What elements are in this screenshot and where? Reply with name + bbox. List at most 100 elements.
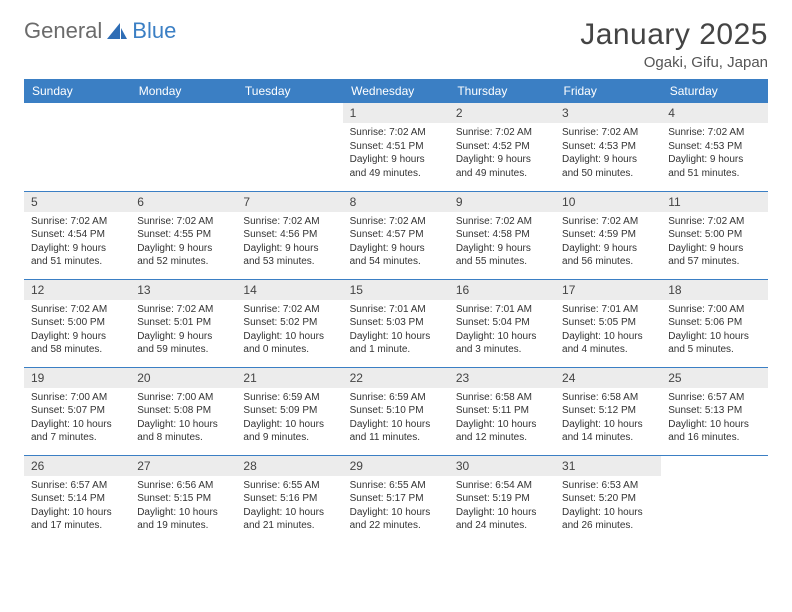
calendar-week-row: 5Sunrise: 7:02 AMSunset: 4:54 PMDaylight… <box>24 191 768 279</box>
day-daylight2: and 0 minutes. <box>243 343 335 357</box>
day-daylight1: Daylight: 9 hours <box>243 242 335 256</box>
day-number: 19 <box>24 368 130 388</box>
day-daylight2: and 7 minutes. <box>31 431 123 445</box>
day-content: Sunrise: 7:00 AMSunset: 5:07 PMDaylight:… <box>24 388 130 449</box>
day-daylight2: and 51 minutes. <box>31 255 123 269</box>
day-sunrise: Sunrise: 7:02 AM <box>137 215 229 229</box>
day-content: Sunrise: 7:02 AMSunset: 4:58 PMDaylight:… <box>449 212 555 273</box>
calendar-day-cell: 16Sunrise: 7:01 AMSunset: 5:04 PMDayligh… <box>449 279 555 367</box>
day-number: 13 <box>130 280 236 300</box>
day-daylight2: and 3 minutes. <box>456 343 548 357</box>
calendar-day-cell: 15Sunrise: 7:01 AMSunset: 5:03 PMDayligh… <box>343 279 449 367</box>
day-sunrise: Sunrise: 6:55 AM <box>350 479 442 493</box>
day-sunset: Sunset: 4:51 PM <box>350 140 442 154</box>
day-number: 11 <box>661 192 767 212</box>
day-daylight2: and 16 minutes. <box>668 431 760 445</box>
title-block: January 2025 Ogaki, Gifu, Japan <box>580 18 768 71</box>
day-sunset: Sunset: 4:58 PM <box>456 228 548 242</box>
day-daylight2: and 49 minutes. <box>350 167 442 181</box>
day-sunrise: Sunrise: 7:00 AM <box>668 303 760 317</box>
day-content: Sunrise: 7:02 AMSunset: 4:53 PMDaylight:… <box>661 123 767 184</box>
day-daylight2: and 26 minutes. <box>562 519 654 533</box>
calendar-week-row: 1Sunrise: 7:02 AMSunset: 4:51 PMDaylight… <box>24 103 768 191</box>
day-content: Sunrise: 7:02 AMSunset: 5:00 PMDaylight:… <box>661 212 767 273</box>
calendar-day-cell: 23Sunrise: 6:58 AMSunset: 5:11 PMDayligh… <box>449 367 555 455</box>
day-daylight1: Daylight: 10 hours <box>350 418 442 432</box>
day-daylight1: Daylight: 10 hours <box>243 330 335 344</box>
weekday-header: Tuesday <box>236 79 342 103</box>
day-number: 25 <box>661 368 767 388</box>
calendar-table: SundayMondayTuesdayWednesdayThursdayFrid… <box>24 79 768 543</box>
day-content: Sunrise: 7:01 AMSunset: 5:03 PMDaylight:… <box>343 300 449 361</box>
day-sunset: Sunset: 4:55 PM <box>137 228 229 242</box>
day-sunset: Sunset: 4:59 PM <box>562 228 654 242</box>
day-daylight1: Daylight: 9 hours <box>31 330 123 344</box>
day-content: Sunrise: 6:54 AMSunset: 5:19 PMDaylight:… <box>449 476 555 537</box>
day-number: 4 <box>661 103 767 123</box>
day-sunset: Sunset: 5:08 PM <box>137 404 229 418</box>
day-sunset: Sunset: 5:12 PM <box>562 404 654 418</box>
day-number: 21 <box>236 368 342 388</box>
day-daylight1: Daylight: 10 hours <box>350 506 442 520</box>
calendar-day-cell <box>130 103 236 191</box>
day-content: Sunrise: 6:59 AMSunset: 5:10 PMDaylight:… <box>343 388 449 449</box>
day-sunset: Sunset: 5:00 PM <box>31 316 123 330</box>
calendar-week-row: 12Sunrise: 7:02 AMSunset: 5:00 PMDayligh… <box>24 279 768 367</box>
day-content: Sunrise: 7:02 AMSunset: 4:53 PMDaylight:… <box>555 123 661 184</box>
day-sunrise: Sunrise: 7:02 AM <box>350 215 442 229</box>
day-content: Sunrise: 7:00 AMSunset: 5:08 PMDaylight:… <box>130 388 236 449</box>
day-number: 2 <box>449 103 555 123</box>
calendar-day-cell: 20Sunrise: 7:00 AMSunset: 5:08 PMDayligh… <box>130 367 236 455</box>
day-sunrise: Sunrise: 6:56 AM <box>137 479 229 493</box>
day-number: 26 <box>24 456 130 476</box>
day-sunset: Sunset: 5:01 PM <box>137 316 229 330</box>
location-label: Ogaki, Gifu, Japan <box>580 54 768 71</box>
day-number: 18 <box>661 280 767 300</box>
day-content: Sunrise: 6:57 AMSunset: 5:14 PMDaylight:… <box>24 476 130 537</box>
day-content: Sunrise: 6:58 AMSunset: 5:12 PMDaylight:… <box>555 388 661 449</box>
weekday-header: Monday <box>130 79 236 103</box>
calendar-day-cell: 19Sunrise: 7:00 AMSunset: 5:07 PMDayligh… <box>24 367 130 455</box>
day-daylight2: and 52 minutes. <box>137 255 229 269</box>
day-content: Sunrise: 7:02 AMSunset: 4:52 PMDaylight:… <box>449 123 555 184</box>
day-sunset: Sunset: 5:06 PM <box>668 316 760 330</box>
day-sunset: Sunset: 4:56 PM <box>243 228 335 242</box>
day-daylight2: and 9 minutes. <box>243 431 335 445</box>
day-sunset: Sunset: 5:17 PM <box>350 492 442 506</box>
day-sunset: Sunset: 5:00 PM <box>668 228 760 242</box>
day-content: Sunrise: 7:01 AMSunset: 5:05 PMDaylight:… <box>555 300 661 361</box>
header: General Blue January 2025 Ogaki, Gifu, J… <box>24 18 768 71</box>
day-daylight2: and 58 minutes. <box>31 343 123 357</box>
day-number: 23 <box>449 368 555 388</box>
day-daylight1: Daylight: 10 hours <box>456 418 548 432</box>
day-daylight2: and 55 minutes. <box>456 255 548 269</box>
day-sunset: Sunset: 5:02 PM <box>243 316 335 330</box>
calendar-day-cell: 26Sunrise: 6:57 AMSunset: 5:14 PMDayligh… <box>24 455 130 543</box>
day-sunset: Sunset: 5:11 PM <box>456 404 548 418</box>
day-daylight2: and 49 minutes. <box>456 167 548 181</box>
day-daylight1: Daylight: 10 hours <box>31 418 123 432</box>
calendar-day-cell: 7Sunrise: 7:02 AMSunset: 4:56 PMDaylight… <box>236 191 342 279</box>
day-daylight1: Daylight: 10 hours <box>668 330 760 344</box>
day-daylight1: Daylight: 10 hours <box>137 418 229 432</box>
day-daylight2: and 14 minutes. <box>562 431 654 445</box>
calendar-day-cell: 22Sunrise: 6:59 AMSunset: 5:10 PMDayligh… <box>343 367 449 455</box>
day-sunset: Sunset: 5:15 PM <box>137 492 229 506</box>
day-number: 1 <box>343 103 449 123</box>
calendar-day-cell: 25Sunrise: 6:57 AMSunset: 5:13 PMDayligh… <box>661 367 767 455</box>
day-daylight1: Daylight: 9 hours <box>562 153 654 167</box>
calendar-day-cell: 24Sunrise: 6:58 AMSunset: 5:12 PMDayligh… <box>555 367 661 455</box>
day-content: Sunrise: 7:02 AMSunset: 4:57 PMDaylight:… <box>343 212 449 273</box>
day-sunset: Sunset: 5:04 PM <box>456 316 548 330</box>
day-sunrise: Sunrise: 6:57 AM <box>31 479 123 493</box>
calendar-day-cell <box>236 103 342 191</box>
calendar-day-cell: 27Sunrise: 6:56 AMSunset: 5:15 PMDayligh… <box>130 455 236 543</box>
calendar-day-cell: 13Sunrise: 7:02 AMSunset: 5:01 PMDayligh… <box>130 279 236 367</box>
calendar-day-cell: 28Sunrise: 6:55 AMSunset: 5:16 PMDayligh… <box>236 455 342 543</box>
day-sunrise: Sunrise: 7:01 AM <box>456 303 548 317</box>
day-number: 22 <box>343 368 449 388</box>
calendar-day-cell <box>24 103 130 191</box>
day-content: Sunrise: 7:02 AMSunset: 4:54 PMDaylight:… <box>24 212 130 273</box>
weekday-header: Wednesday <box>343 79 449 103</box>
day-daylight1: Daylight: 9 hours <box>562 242 654 256</box>
